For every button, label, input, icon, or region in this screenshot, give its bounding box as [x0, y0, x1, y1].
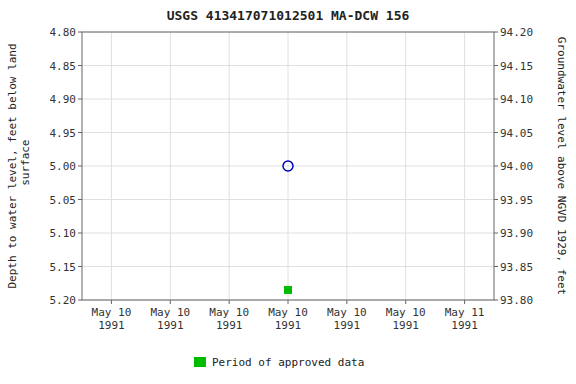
tick-label: May 101991 [150, 306, 190, 332]
marks [283, 161, 293, 294]
tick [494, 233, 498, 234]
legend-label: Period of approved data [212, 356, 364, 369]
y-axis-label: Depth to water level, feet below land su… [6, 43, 32, 288]
tick [229, 300, 230, 304]
x-axis: May 101991 May 101991 May 101991 May 101991… [92, 300, 485, 332]
tick-label: 93.85 [500, 261, 533, 274]
tick [346, 300, 347, 304]
tick-label: 94.15 [500, 60, 533, 73]
grid-line [464, 32, 465, 300]
tick-label: 4.85 [50, 60, 77, 73]
tick [78, 233, 82, 234]
tick [78, 199, 82, 200]
tick-label: 93.80 [500, 294, 533, 307]
legend-swatch [194, 357, 206, 367]
tick [78, 166, 82, 167]
tick-label: 5.15 [50, 261, 77, 274]
grid-line [229, 32, 230, 300]
tick-label: 94.20 [500, 26, 533, 39]
grid-line [346, 32, 347, 300]
point [283, 161, 293, 171]
tick [494, 166, 498, 167]
tick-label: 5.05 [50, 194, 77, 207]
tick [494, 65, 498, 66]
tick-label: 4.80 [50, 26, 77, 39]
tick-label: 94.05 [500, 127, 533, 140]
title: USGS 413417071012501 MA-DCW 156 [167, 8, 410, 23]
grid-line [170, 32, 171, 300]
y2-axis: 93.80 93.85 93.90 93.95 94.00 94.05 94.10 94.15… [494, 26, 533, 307]
tick [464, 300, 465, 304]
grid-line [405, 32, 406, 300]
y2-axis-label: Groundwater level above NGVD 1929, feet [555, 37, 568, 295]
tick [78, 132, 82, 133]
tick-label: 5.20 [50, 294, 77, 307]
tick [78, 266, 82, 267]
tick [170, 300, 171, 304]
tick [494, 132, 498, 133]
tick-label: 93.90 [500, 227, 533, 240]
background [0, 0, 576, 384]
tick [494, 99, 498, 100]
grid [82, 32, 494, 300]
tick [405, 300, 406, 304]
point [284, 286, 292, 294]
tick [494, 32, 498, 33]
plot-frame [82, 32, 494, 300]
tick-label: 93.95 [500, 194, 533, 207]
tick [78, 65, 82, 66]
tick [78, 300, 82, 301]
tick-label: May 101991 [386, 306, 426, 332]
tick [494, 300, 498, 301]
tick-label: 4.95 [50, 127, 77, 140]
tick [494, 199, 498, 200]
legend: Period of approved data [194, 356, 364, 369]
tick [78, 32, 82, 33]
tick-label: May 101991 [268, 306, 308, 332]
tick-label: 5.00 [50, 160, 77, 173]
tick-label: May 101991 [327, 306, 367, 332]
y-axis: 4.80 4.85 4.90 4.95 5.00 5.05 5.10 5.15 5.20 [50, 26, 83, 307]
grid-line [288, 32, 289, 300]
tick-label: May 101991 [92, 306, 132, 332]
series [284, 286, 292, 294]
tick-label: 94.10 [500, 93, 533, 106]
series [283, 161, 293, 171]
tick [78, 99, 82, 100]
tick [288, 300, 289, 304]
tick [111, 300, 112, 304]
grid-line [111, 32, 112, 300]
tick-label: May 111991 [445, 306, 485, 332]
tick-label: 94.00 [500, 160, 533, 173]
tick-label: 5.10 [50, 227, 77, 240]
tick-label: May 101991 [209, 306, 249, 332]
tick [494, 266, 498, 267]
tick-label: 4.90 [50, 93, 77, 106]
chart: 4.80 4.85 4.90 4.95 5.00 5.05 5.10 5.15 5.20 93.8… [0, 0, 576, 384]
